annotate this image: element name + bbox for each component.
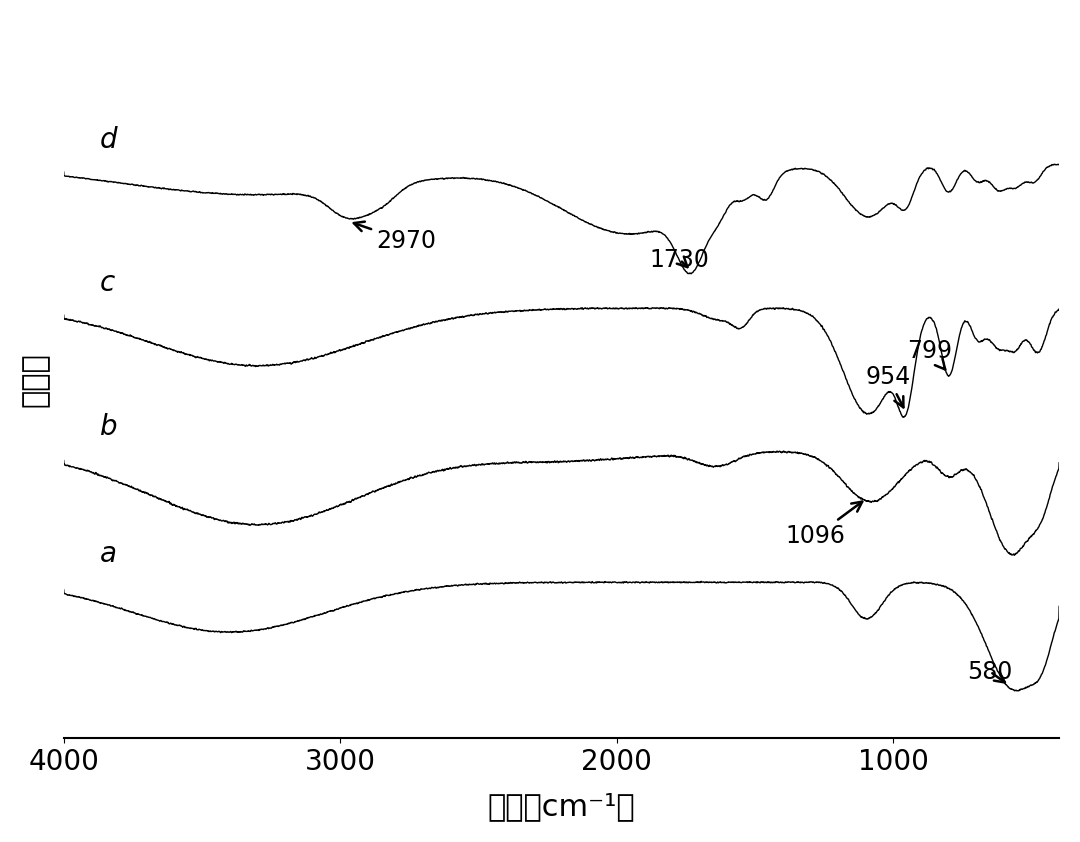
Y-axis label: 透光率: 透光率	[21, 352, 50, 407]
Text: b: b	[99, 413, 118, 440]
Text: c: c	[99, 269, 114, 297]
Text: 1096: 1096	[786, 502, 862, 548]
X-axis label: 波长（cm⁻¹）: 波长（cm⁻¹）	[488, 792, 635, 821]
Text: 954: 954	[865, 365, 910, 408]
Text: a: a	[99, 541, 117, 568]
Text: 580: 580	[968, 659, 1013, 684]
Text: 2970: 2970	[354, 221, 436, 253]
Text: 799: 799	[907, 338, 951, 370]
Text: 1730: 1730	[650, 248, 710, 272]
Text: d: d	[99, 125, 118, 154]
